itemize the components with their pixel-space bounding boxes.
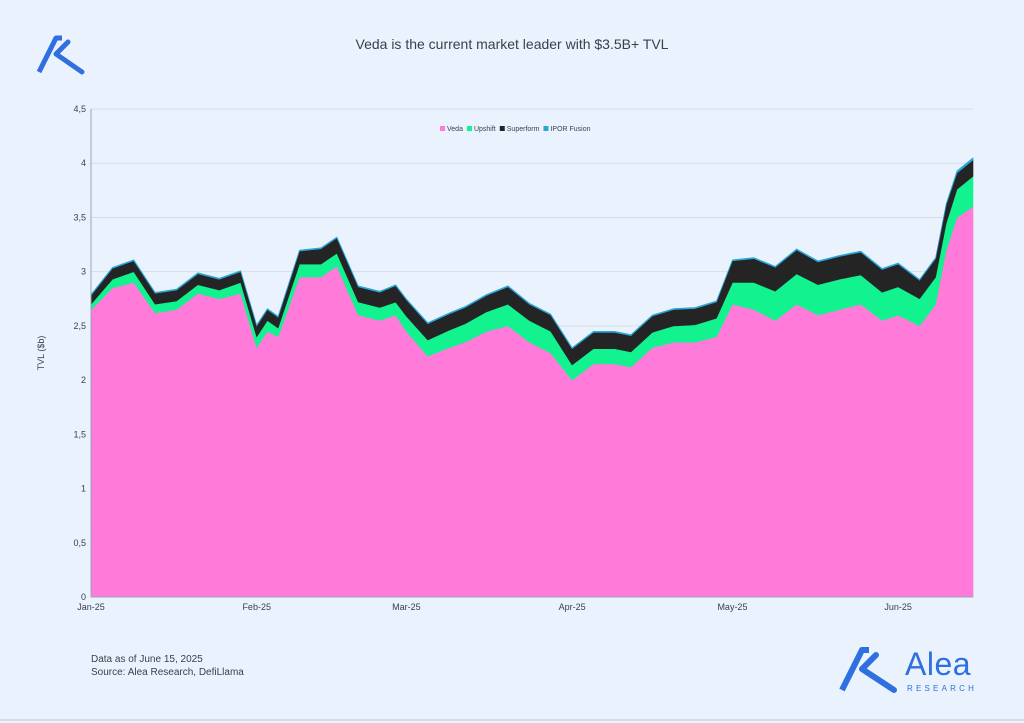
y-tick-label: 1,5 — [73, 429, 86, 439]
y-tick-label: 2 — [81, 375, 86, 385]
source-note: Source: Alea Research, DefiLlama — [91, 667, 244, 678]
legend-swatch — [466, 126, 472, 131]
x-tick-label: Jun-25 — [884, 602, 912, 612]
x-tick-label: Apr-25 — [559, 602, 586, 612]
legend-swatch — [543, 126, 549, 131]
legend-label: Superform — [507, 126, 540, 133]
y-tick-label: 3 — [81, 267, 86, 277]
stacked-area-chart: 0 0,5 1 1,5 2 2,5 3 3,5 4 4,5 Jan-25 Feb-25 Mar-25 Ap… — [36, 104, 974, 612]
legend-swatch — [440, 126, 445, 131]
legend-swatch — [499, 126, 505, 131]
y-tick-label: 2,5 — [73, 321, 86, 331]
x-tick-label: May-25 — [717, 602, 747, 612]
y-tick-label: 3,5 — [73, 212, 86, 222]
footnote: Data as of June 15, 2025 Source: Alea Re… — [91, 653, 244, 679]
y-tick-label: 1 — [81, 484, 86, 494]
brand-subtitle: RESEARCH — [907, 684, 978, 693]
brand-name: Alea — [905, 646, 972, 682]
legend-label: Upshift — [474, 126, 496, 133]
bottom-divider — [0, 719, 1024, 721]
legend: Veda Upshift Superform IPOR Fusion — [440, 126, 591, 133]
data-date-note: Data as of June 15, 2025 — [91, 654, 203, 665]
brand-logo-icon — [838, 646, 900, 699]
y-tick-label: 4 — [81, 158, 86, 168]
y-tick-label: 0 — [81, 592, 86, 602]
area-series — [90, 157, 974, 598]
x-tick-label: Feb-25 — [242, 602, 271, 612]
x-tick-label: Jan-25 — [77, 602, 105, 612]
alea-logo-icon — [36, 34, 86, 81]
legend-label: Veda — [447, 126, 463, 133]
y-tick-label: 4,5 — [73, 104, 86, 114]
axes: 0 0,5 1 1,5 2 2,5 3 3,5 4 4,5 Jan-25 Feb-25 Mar-25 Ap… — [36, 104, 973, 612]
legend-label: IPOR Fusion — [550, 126, 590, 133]
x-tick-label: Mar-25 — [392, 602, 421, 612]
area-ipor-fusion — [90, 157, 974, 350]
y-tick-label: 0,5 — [73, 538, 86, 548]
y-axis-title: TVL ($b) — [36, 336, 46, 371]
chart-title: Veda is the current market leader with $… — [355, 36, 669, 52]
